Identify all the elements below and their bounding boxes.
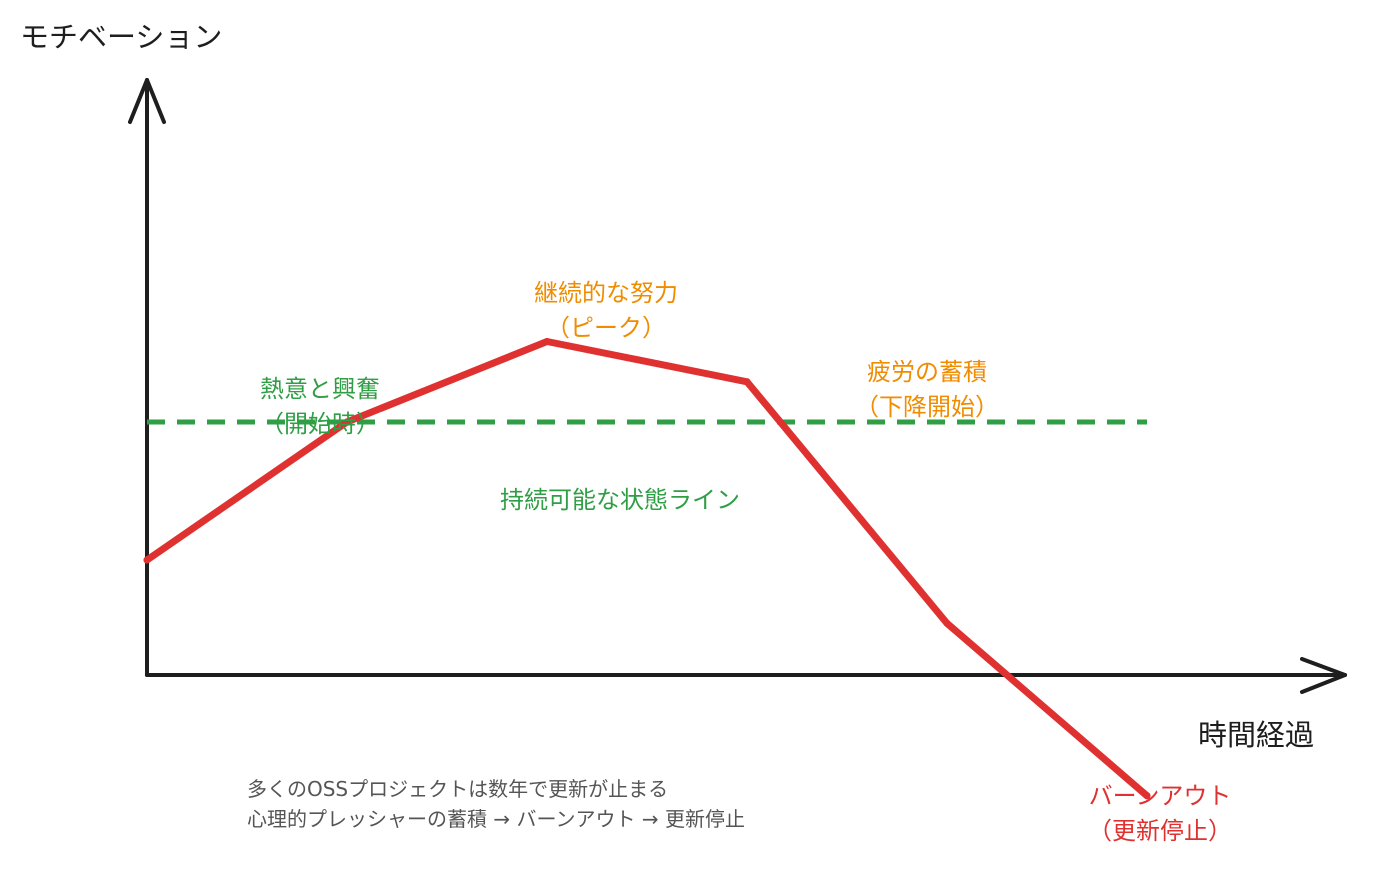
y-axis-arrowhead <box>128 78 166 124</box>
annotation-peak-title: 継続的な努力 <box>534 279 678 307</box>
annotation-burnout-sub: （更新停止） <box>1088 817 1232 845</box>
x-axis-label: 時間経過 <box>1198 718 1315 752</box>
x-axis-arrowhead <box>1300 657 1347 694</box>
footnote-line-2: 心理的プレッシャーの蓄積 → バーンアウト → 更新停止 <box>247 807 745 831</box>
y-axis-label: モチベーション <box>20 20 223 54</box>
annotation-peak-sub: （ピーク） <box>546 314 666 342</box>
curve-point-3 <box>743 378 751 386</box>
axes <box>128 78 1347 694</box>
annotation-decline-sub: （下降開始） <box>855 393 999 421</box>
annotation-burnout-title: バーンアウト <box>1088 782 1232 810</box>
footnote: 多くのOSSプロジェクトは数年で更新が止まる 心理的プレッシャーの蓄積 → バー… <box>247 774 745 834</box>
annotation-peak: 継続的な努力 （ピーク） <box>506 276 706 346</box>
curve-point-1 <box>343 418 351 426</box>
footnote-line-1: 多くのOSSプロジェクトは数年で更新が止まる <box>247 777 669 801</box>
curve-point-5 <box>1143 792 1151 800</box>
curve-point-4 <box>943 619 951 627</box>
annotation-decline: 疲労の蓄積 （下降開始） <box>817 355 1037 425</box>
annotation-burnout: バーンアウト （更新停止） <box>1060 779 1260 849</box>
annotation-start-title: 熱意と興奮 <box>260 375 380 403</box>
annotation-decline-title: 疲労の蓄積 <box>867 358 987 386</box>
annotation-start: 熱意と興奮 （開始時） <box>220 372 420 442</box>
motivation-curve <box>143 338 1151 800</box>
annotation-start-sub: （開始時） <box>260 410 380 438</box>
sustainable-line-label: 持続可能な状態ライン <box>500 486 740 514</box>
curve-point-2 <box>543 338 551 345</box>
curve-point-0 <box>143 556 151 564</box>
